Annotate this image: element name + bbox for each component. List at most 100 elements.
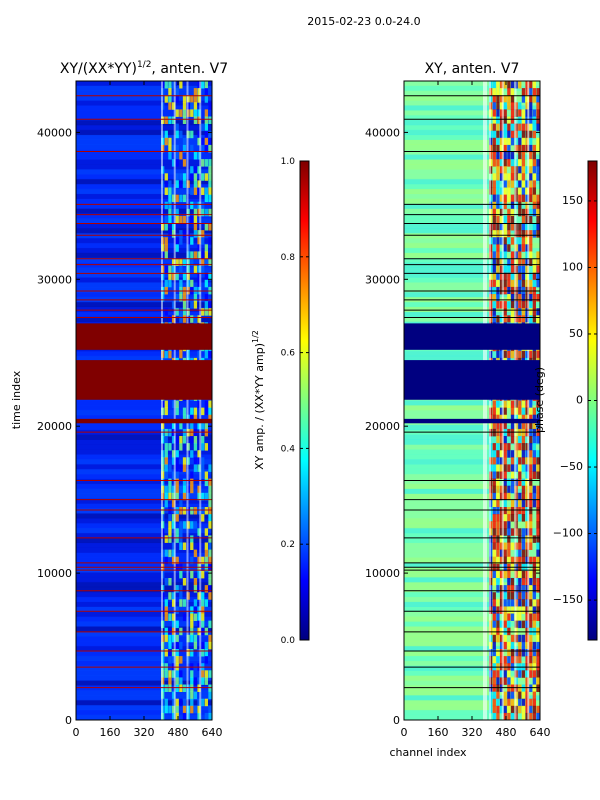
heatmap-cell (197, 152, 201, 160)
heatmap-cell (503, 301, 507, 309)
heatmap-cell (529, 499, 533, 508)
heatmap-cell (525, 88, 529, 96)
heatmap-cell (175, 215, 179, 224)
heatmap-cell (492, 670, 496, 678)
heatmap-cell (499, 464, 504, 472)
heatmap-row (76, 557, 212, 563)
heatmap-row (404, 434, 540, 440)
heatmap-cell (518, 436, 522, 444)
heatmap-cell (179, 265, 183, 274)
heatmap-cell (536, 656, 540, 664)
heatmap-cell (536, 684, 540, 692)
heatmap-cell (529, 350, 533, 359)
heatmap-cell (193, 208, 198, 217)
heatmap-row (76, 306, 212, 313)
heatmap-cell (532, 499, 536, 508)
heatmap-cell (193, 294, 198, 302)
heatmap-cell (536, 428, 540, 437)
heatmap-cell (510, 201, 515, 210)
heatmap-cell (193, 613, 198, 621)
heatmap-cell (492, 414, 496, 423)
heatmap-cell (201, 258, 205, 266)
heatmap-cell (168, 208, 172, 217)
heatmap-cell (532, 436, 536, 444)
heatmap-cell (175, 528, 179, 536)
heatmap-row (76, 286, 212, 293)
heatmap-cell (536, 521, 540, 529)
heatmap-cell (204, 492, 208, 501)
heatmap-cell (525, 578, 529, 586)
heatmap-cell (208, 208, 212, 217)
heatmap-cell (521, 95, 526, 103)
heatmap-cell (507, 116, 511, 124)
heatmap-cell (175, 464, 179, 472)
heatmap-cell (204, 542, 208, 550)
heatmap-cell (496, 251, 500, 259)
heatmap-cell (182, 194, 187, 203)
heatmap-cell (507, 301, 511, 309)
heatmap-cell (525, 244, 529, 252)
heatmap-cell (204, 599, 208, 607)
heatmap-cell (536, 230, 540, 238)
heatmap-cell (507, 514, 511, 522)
heatmap-cell (164, 485, 168, 494)
heatmap-row (76, 400, 212, 406)
heatmap-cell (182, 137, 187, 146)
heatmap-cell (201, 464, 205, 472)
heatmap-cell (175, 556, 179, 565)
heatmap-cell (168, 578, 172, 586)
heatmap-cell (503, 173, 507, 181)
heatmap-cell (492, 649, 496, 657)
heatmap-cell (507, 443, 511, 451)
heatmap-cell (510, 599, 515, 607)
heatmap-cell (496, 471, 500, 479)
heatmap-cell (525, 549, 529, 558)
heatmap-cell (175, 272, 179, 281)
heatmap-cell (175, 641, 179, 650)
heatmap-cell (204, 350, 208, 359)
heatmap-cell (529, 698, 533, 707)
heatmap-row (76, 282, 212, 288)
heatmap-cell (204, 144, 208, 153)
heatmap-cell (171, 81, 176, 89)
heatmap-cell (496, 485, 500, 494)
heatmap-cell (168, 315, 172, 323)
heatmap-cell (171, 705, 176, 714)
heatmap-cell (492, 180, 496, 188)
heatmap-cell (204, 443, 208, 451)
heatmap-cell (492, 251, 496, 259)
heatmap-cell (193, 301, 198, 309)
heatmap-cell (168, 649, 172, 657)
heatmap-cell (518, 570, 522, 579)
heatmap-cell (171, 471, 176, 479)
heatmap-cell (204, 712, 208, 721)
colorbar-tick-label: 50 (569, 327, 583, 340)
heatmap-cell (507, 215, 511, 224)
heatmap-cell (197, 705, 201, 714)
heatmap-cell (179, 464, 183, 472)
heatmap-cell (171, 485, 176, 494)
heatmap-cell (164, 428, 168, 437)
heatmap-cell (532, 414, 536, 423)
heatmap-cell (496, 166, 500, 174)
heatmap-cell (499, 620, 504, 629)
heatmap-cell (190, 620, 194, 629)
heatmap-cell (521, 308, 526, 316)
heatmap-cell (529, 109, 533, 117)
heatmap-cell (175, 507, 179, 515)
heatmap-cell (518, 670, 522, 678)
heatmap-cell (510, 315, 515, 323)
heatmap-cell (499, 428, 504, 437)
heatmap-cell (510, 102, 515, 110)
heatmap-cell (197, 450, 201, 458)
heatmap-cell (182, 542, 187, 550)
heatmap-cell (525, 698, 529, 707)
heatmap-cell (503, 109, 507, 117)
heatmap-cell (529, 514, 533, 522)
heatmap-cell (510, 294, 515, 302)
heatmap-cell (532, 315, 536, 323)
heatmap-cell (204, 549, 208, 558)
heatmap-cell (521, 152, 526, 160)
heatmap-cell (492, 549, 496, 558)
heatmap-cell (521, 691, 526, 700)
